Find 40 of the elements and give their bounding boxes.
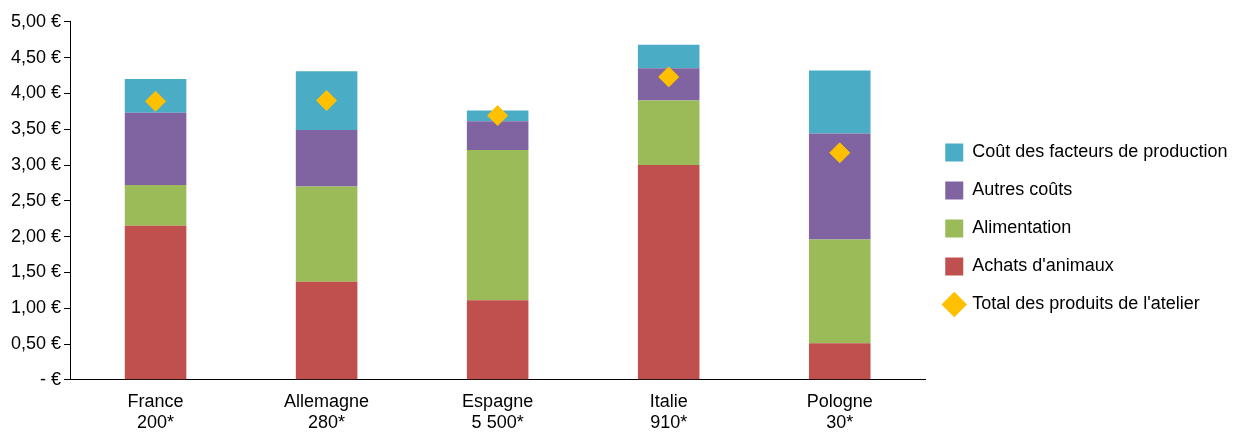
y-tick-label: 3,50 € [11, 118, 62, 139]
bar [637, 100, 700, 165]
bar [295, 281, 358, 380]
x-tick-label: Pologne 30* [806, 390, 873, 433]
y-tick-label: 2,50 € [11, 189, 62, 210]
y-tick-label: 1,00 € [11, 297, 62, 318]
bar [466, 300, 529, 380]
bar [124, 112, 187, 186]
bar [637, 165, 700, 380]
bar [295, 186, 358, 282]
x-tick-label: Espagne 5 500* [462, 390, 534, 433]
legend-label: Alimentation [972, 217, 1072, 238]
y-tick-label: 4,00 € [11, 82, 62, 103]
bar [124, 185, 187, 226]
y-tick-label: 0,50 € [11, 332, 62, 353]
point [829, 142, 851, 164]
bar [808, 239, 871, 344]
y-tick-label: 5,00 € [11, 10, 62, 31]
y-tick-label: 3,00 € [11, 153, 62, 174]
y-tick-label: 2,00 € [11, 225, 62, 246]
bar [466, 149, 529, 301]
bar [808, 133, 871, 240]
y-tick-label: - € [40, 368, 62, 389]
bar [466, 121, 529, 150]
bar [637, 44, 700, 69]
x-tick-label: France 200* [127, 390, 184, 433]
y-tick-label: 1,50 € [11, 261, 62, 282]
legend-label: Achats d'animaux [972, 255, 1114, 276]
point [487, 105, 509, 127]
bar [808, 343, 871, 380]
legend-label: Coût des facteurs de production [972, 141, 1228, 162]
bar [808, 70, 871, 134]
bar [295, 129, 358, 187]
y-tick-label: 4,50 € [11, 46, 62, 67]
bar [295, 71, 358, 130]
bar [124, 225, 187, 380]
x-tick-label: Allemagne 280* [284, 390, 370, 433]
legend-label: Total des produits de l'atelier [972, 293, 1200, 314]
x-tick-label: Italie 910* [649, 390, 688, 433]
legend-label: Autres coûts [972, 179, 1073, 200]
